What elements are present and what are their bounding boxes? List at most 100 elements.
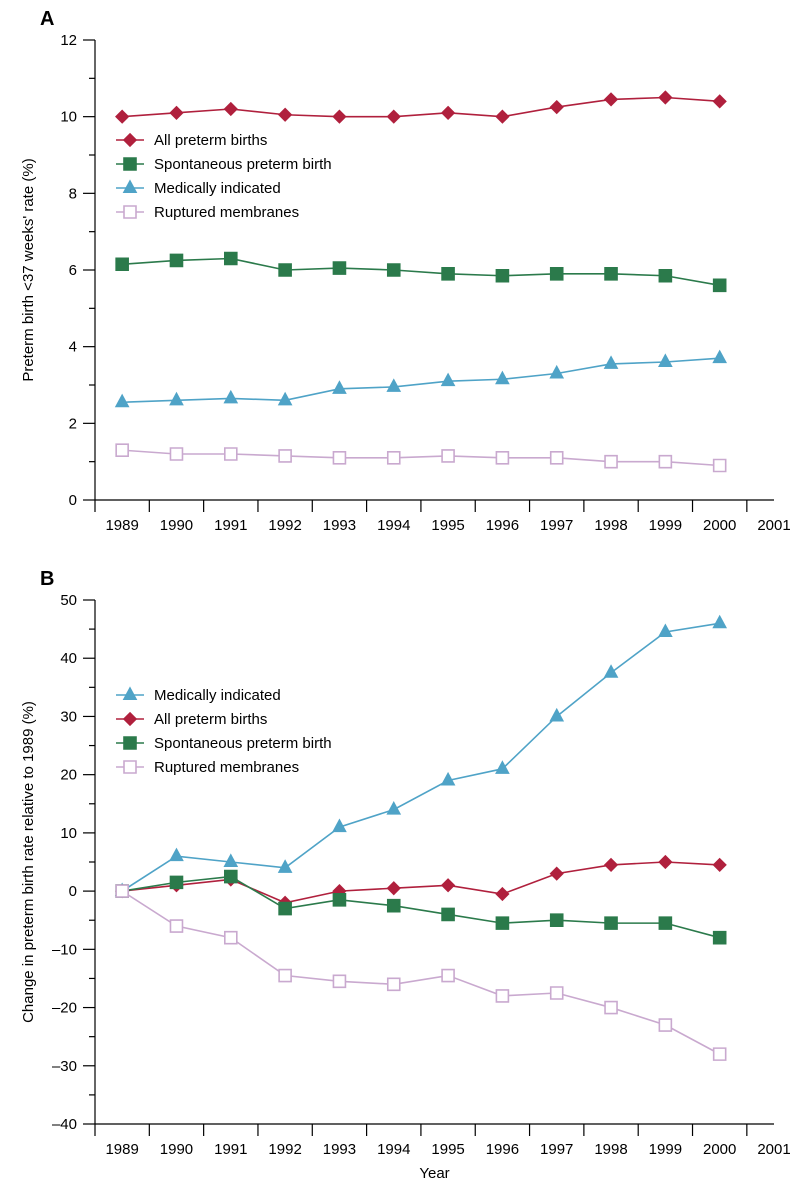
series-marker-all — [116, 111, 128, 123]
y-tick-label: 20 — [60, 767, 77, 784]
series-marker-spont — [496, 917, 508, 929]
series-marker-med — [605, 666, 617, 677]
series-marker-med — [714, 616, 726, 627]
legend-label: Spontaneous preterm birth — [154, 735, 332, 752]
series-marker-med — [116, 395, 128, 406]
series-line-spont — [122, 877, 720, 938]
x-tick-label: 1990 — [160, 517, 193, 534]
x-tick-label: 1993 — [323, 517, 356, 534]
series-marker-rupt — [605, 1002, 617, 1014]
y-tick-label: –30 — [52, 1058, 77, 1075]
x-tick-label: 1999 — [649, 1141, 682, 1158]
x-tick-label: 1993 — [323, 1141, 356, 1158]
x-tick-label: 1996 — [486, 517, 519, 534]
series-marker-rupt — [659, 1019, 671, 1031]
series-marker-rupt — [714, 1048, 726, 1060]
series-marker-rupt — [116, 885, 128, 897]
series-marker-med — [279, 861, 291, 872]
series-marker-rupt — [442, 450, 454, 462]
series-marker-med — [659, 355, 671, 366]
series-marker-spont — [170, 876, 182, 888]
x-tick-label: 2001 — [757, 1141, 790, 1158]
series-line-rupt — [122, 450, 720, 465]
series-marker-all — [659, 92, 671, 104]
x-tick-label: 1997 — [540, 517, 573, 534]
legend-label: All preterm births — [154, 711, 267, 728]
series-marker-rupt — [388, 452, 400, 464]
series-marker-med — [714, 351, 726, 362]
x-axis-title: Year — [419, 1165, 449, 1182]
series-marker-spont — [388, 264, 400, 276]
series-marker-all — [551, 868, 563, 880]
x-tick-label: 1995 — [431, 517, 464, 534]
legend-swatch-marker — [124, 134, 136, 146]
series-marker-rupt — [116, 444, 128, 456]
y-tick-label: 8 — [69, 185, 77, 202]
series-marker-all — [714, 95, 726, 107]
series-marker-all — [714, 859, 726, 871]
series-marker-med — [225, 392, 237, 403]
panel-label: A — [40, 8, 54, 30]
series-marker-med — [551, 710, 563, 721]
legend-swatch-marker — [124, 688, 136, 699]
x-tick-label: 2000 — [703, 1141, 736, 1158]
y-tick-label: 0 — [69, 883, 77, 900]
series-marker-med — [333, 382, 345, 393]
series-marker-rupt — [605, 456, 617, 468]
y-tick-label: –20 — [52, 1000, 77, 1017]
y-tick-label: –10 — [52, 941, 77, 958]
panel-b: B–40–30–20–10010203040501989199019911992… — [0, 560, 799, 1204]
y-tick-label: 50 — [60, 592, 77, 609]
legend-swatch-marker — [124, 761, 136, 773]
legend-label: Ruptured membranes — [154, 204, 299, 221]
y-tick-label: 12 — [60, 32, 77, 49]
series-marker-all — [496, 111, 508, 123]
y-axis-title: Preterm birth <37 weeks' rate (%) — [20, 158, 37, 381]
legend-swatch-marker — [124, 737, 136, 749]
series-marker-all — [442, 879, 454, 891]
x-tick-label: 1996 — [486, 1141, 519, 1158]
series-line-all — [122, 98, 720, 117]
y-tick-label: 4 — [69, 339, 77, 356]
panel-label: B — [40, 568, 54, 590]
x-tick-label: 1992 — [268, 1141, 301, 1158]
x-tick-label: 1989 — [105, 517, 138, 534]
x-tick-label: 2000 — [703, 517, 736, 534]
series-line-rupt — [122, 891, 720, 1054]
x-tick-label: 1999 — [649, 517, 682, 534]
series-marker-spont — [442, 268, 454, 280]
x-tick-label: 1991 — [214, 517, 247, 534]
series-marker-spont — [388, 900, 400, 912]
series-line-med — [122, 358, 720, 402]
series-marker-spont — [333, 262, 345, 274]
series-marker-rupt — [659, 456, 671, 468]
legend-swatch-marker — [124, 158, 136, 170]
x-tick-label: 1994 — [377, 517, 410, 534]
series-marker-rupt — [551, 987, 563, 999]
series-marker-all — [279, 109, 291, 121]
series-marker-all — [442, 107, 454, 119]
series-marker-rupt — [496, 990, 508, 1002]
series-marker-all — [551, 101, 563, 113]
series-marker-med — [605, 357, 617, 368]
series-marker-spont — [225, 253, 237, 265]
series-marker-spont — [116, 258, 128, 270]
y-tick-label: 0 — [69, 492, 77, 509]
x-tick-label: 1991 — [214, 1141, 247, 1158]
series-marker-spont — [170, 254, 182, 266]
series-marker-med — [170, 393, 182, 404]
x-tick-label: 1990 — [160, 1141, 193, 1158]
series-marker-med — [225, 855, 237, 866]
series-marker-all — [659, 856, 671, 868]
x-tick-label: 2001 — [757, 517, 790, 534]
series-marker-med — [388, 380, 400, 391]
legend-label: All preterm births — [154, 132, 267, 149]
x-tick-label: 1992 — [268, 517, 301, 534]
chart-a-svg: A024681012198919901991199219931994199519… — [0, 0, 799, 560]
series-line-med — [122, 623, 720, 891]
legend-swatch-marker — [124, 181, 136, 192]
series-marker-rupt — [279, 970, 291, 982]
series-marker-all — [333, 111, 345, 123]
series-marker-rupt — [333, 452, 345, 464]
legend-label: Medically indicated — [154, 687, 281, 704]
